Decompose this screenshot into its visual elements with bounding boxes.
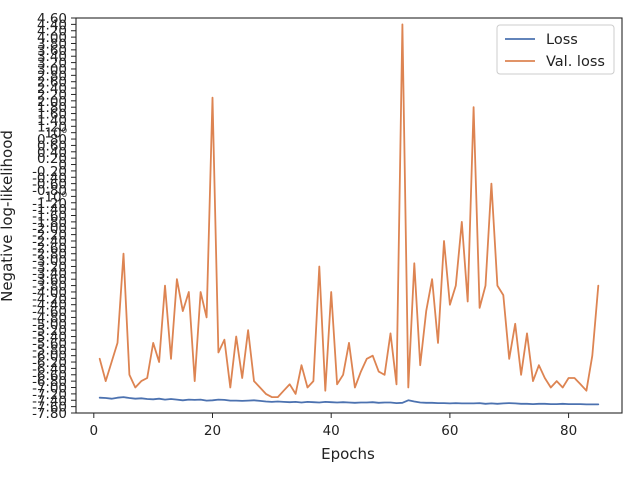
- y-tick-label: -2.80: [32, 247, 67, 263]
- legend: Loss Val. loss: [496, 24, 615, 75]
- y-tick-label: 4.40: [37, 17, 67, 33]
- y-tick-label: 4.00: [37, 30, 67, 46]
- y-tick-label: 3.00: [37, 62, 67, 78]
- y-tick-label: 2.40: [37, 81, 67, 97]
- y-tick-label: 2.80: [37, 68, 67, 84]
- y-tick-label: -3.60: [32, 272, 67, 288]
- y-tick-label: 3.40: [37, 49, 67, 65]
- y-tick-label: -5.20: [32, 323, 67, 339]
- y-tick-label: -5.40: [32, 330, 67, 346]
- y-tick-label: 1.80: [37, 100, 67, 116]
- y-tick-label: 2.20: [37, 87, 67, 103]
- x-tick-label: 20: [204, 423, 221, 439]
- series-line-val-loss: [98, 23, 600, 399]
- y-axis-label: Negative log-likelihood: [0, 130, 16, 302]
- y-tick-label: 3.20: [37, 56, 67, 72]
- legend-label-val-loss: Val. loss: [546, 54, 605, 70]
- y-tick-label: -6.40: [32, 361, 67, 377]
- y-tick-label: -2.20: [32, 228, 67, 244]
- y-tick-label: -1.40: [32, 202, 67, 218]
- y-tick-label: -5.60: [32, 336, 67, 352]
- y-tick-label: 1.40: [37, 113, 67, 129]
- y-tick-label: 4.60: [37, 11, 67, 27]
- series-line-loss: [98, 396, 600, 406]
- y-tick-label: 10⁰: [44, 126, 67, 142]
- x-tick-label: 60: [441, 423, 458, 439]
- x-tick-label: 40: [323, 423, 340, 439]
- y-tick-label: -5.00: [32, 317, 67, 333]
- y-tick-label: -4.00: [32, 285, 67, 301]
- y-tick-label: -3.80: [32, 279, 67, 295]
- y-tick-label: -5.80: [32, 342, 67, 358]
- y-axis-ticks: -7.80-7.60-7.40-7.20-7.00-6.80-6.60-6.40…: [32, 11, 76, 422]
- y-tick-label: -6.20: [32, 355, 67, 371]
- y-tick-label: -6.60: [32, 368, 67, 384]
- y-tick-label: 0.20: [37, 151, 67, 167]
- y-tick-label: -0.20: [32, 164, 67, 180]
- y-tick-label: 2.00: [37, 94, 67, 110]
- y-tick-label: -1.60: [32, 209, 67, 225]
- y-tick-label: -7.20: [32, 387, 67, 403]
- y-tick-label: -6.00: [32, 349, 67, 365]
- x-tick-label: 0: [90, 423, 99, 439]
- y-tick-label: 0: [58, 158, 67, 174]
- y-tick-label: -1.20: [32, 196, 67, 212]
- y-tick-label: -2.60: [32, 240, 67, 256]
- y-tick-label: 3.80: [37, 36, 67, 52]
- plot-frame-border: [75, 17, 623, 414]
- y-tick-label: -0.60: [32, 177, 67, 193]
- y-tick-label: -3.00: [32, 253, 67, 269]
- y-tick-label: 1.20: [37, 119, 67, 135]
- y-tick-label: -10⁰: [40, 189, 67, 205]
- plot-area: [75, 17, 623, 414]
- y-tick-label: -0.40: [32, 170, 67, 186]
- x-axis-label: Epochs: [321, 445, 375, 463]
- y-tick-label: -2.40: [32, 234, 67, 250]
- y-tick-label: -3.20: [32, 259, 67, 275]
- series-lines: [98, 23, 600, 406]
- y-tick-label: -3.40: [32, 266, 67, 282]
- x-axis-ticks: 0 20 40 60 80: [90, 413, 577, 439]
- y-tick-label: 3.60: [37, 43, 67, 59]
- y-tick-label: 2.60: [37, 75, 67, 91]
- y-tick-label: -4.40: [32, 298, 67, 314]
- y-tick-label: -6.80: [32, 374, 67, 390]
- y-tick-label: -7.60: [32, 400, 67, 416]
- y-tick-label: 1.60: [37, 107, 67, 123]
- y-tick-label: -4.20: [32, 291, 67, 307]
- legend-label-loss: Loss: [546, 32, 578, 48]
- y-tick-label: -7.40: [32, 393, 67, 409]
- y-tick-label: -4.80: [32, 310, 67, 326]
- y-tick-label: -7.80: [32, 406, 67, 422]
- y-tick-label: 4.20: [37, 24, 67, 40]
- y-tick-label: 0.80: [37, 132, 67, 148]
- y-tick-label: -4.60: [32, 304, 67, 320]
- y-tick-label: -1.80: [32, 215, 67, 231]
- y-tick-label: -0.80: [32, 183, 67, 199]
- x-tick-label: 80: [560, 423, 577, 439]
- y-tick-label: -7.00: [32, 381, 67, 397]
- y-tick-label: 0.40: [37, 145, 67, 161]
- y-tick-label: 0.60: [37, 138, 67, 154]
- y-tick-label: -2.00: [32, 221, 67, 237]
